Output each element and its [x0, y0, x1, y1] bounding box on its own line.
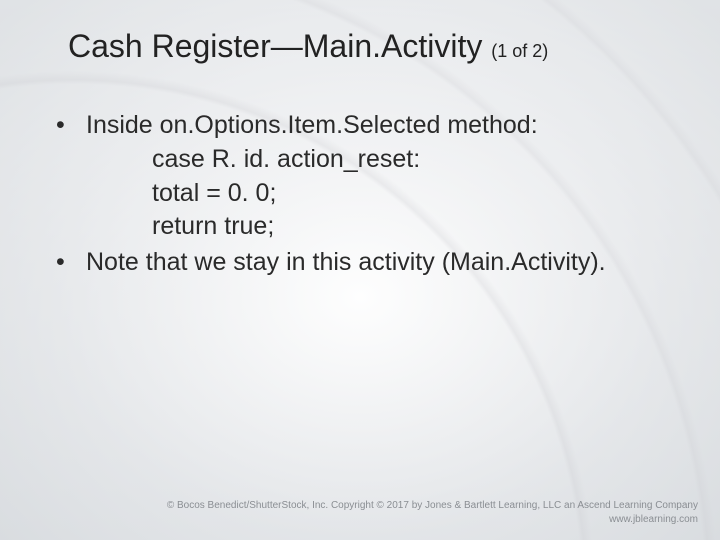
- copyright-text: © Bocos Benedict/ShutterStock, Inc. Copy…: [167, 499, 698, 513]
- slide-content: Inside on.Options.Item.Selected method: …: [40, 109, 680, 280]
- code-line: case R. id. action_reset:: [152, 143, 680, 177]
- code-block: case R. id. action_reset: total = 0. 0; …: [86, 143, 680, 244]
- bullet-text: Inside on.Options.Item.Selected method:: [86, 111, 538, 139]
- slide: Cash Register—Main.Activity (1 of 2) Ins…: [0, 0, 720, 540]
- bullet-text: Note that we stay in this activity (Main…: [86, 248, 606, 276]
- bullet-item: Inside on.Options.Item.Selected method: …: [52, 109, 680, 244]
- footer: © Bocos Benedict/ShutterStock, Inc. Copy…: [167, 499, 698, 526]
- title-pager: (1 of 2): [491, 41, 548, 61]
- bullet-item: Note that we stay in this activity (Main…: [52, 246, 680, 280]
- footer-url: www.jblearning.com: [167, 513, 698, 527]
- slide-title: Cash Register—Main.Activity (1 of 2): [68, 28, 680, 65]
- bullet-list: Inside on.Options.Item.Selected method: …: [40, 109, 680, 280]
- title-main: Cash Register—Main.Activity: [68, 28, 482, 64]
- code-line: return true;: [152, 210, 680, 244]
- code-line: total = 0. 0;: [152, 177, 680, 211]
